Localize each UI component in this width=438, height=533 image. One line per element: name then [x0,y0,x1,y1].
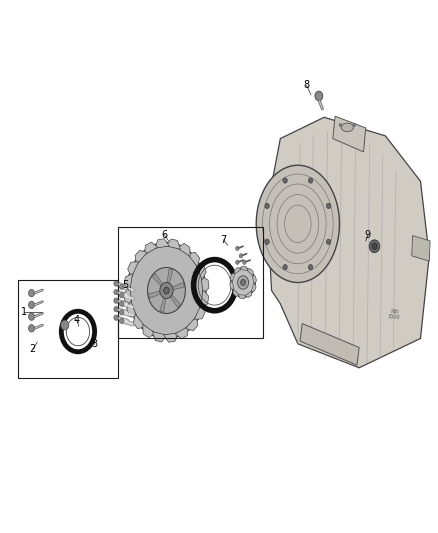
Polygon shape [143,325,155,337]
Polygon shape [187,252,200,267]
Text: 2: 2 [30,344,36,354]
Circle shape [114,306,118,312]
Text: 6: 6 [161,230,167,239]
Polygon shape [145,242,158,255]
Text: 1: 1 [21,307,27,317]
Circle shape [237,276,249,289]
Circle shape [120,284,124,289]
Circle shape [283,264,287,270]
Polygon shape [333,116,366,152]
Polygon shape [166,239,180,249]
Text: 3: 3 [91,339,97,349]
Text: 5: 5 [122,280,128,290]
Polygon shape [412,236,430,261]
Polygon shape [177,244,190,256]
Circle shape [240,279,246,286]
Text: 8: 8 [304,80,310,90]
Polygon shape [155,239,169,248]
Circle shape [315,91,323,101]
Circle shape [120,293,124,298]
Polygon shape [164,333,178,342]
Circle shape [148,268,185,313]
Circle shape [265,239,269,245]
Polygon shape [128,262,138,277]
Polygon shape [170,295,180,308]
Circle shape [28,289,35,297]
Circle shape [372,243,377,249]
Text: RBl
1500: RBl 1500 [388,309,401,320]
Polygon shape [230,280,234,290]
Polygon shape [196,264,206,280]
Text: 9: 9 [365,230,371,239]
Polygon shape [173,282,184,290]
Circle shape [236,246,239,251]
Polygon shape [148,291,160,298]
Circle shape [120,301,124,306]
Circle shape [130,246,203,335]
Text: 7: 7 [220,235,226,245]
Circle shape [28,301,35,309]
Circle shape [114,315,118,320]
Circle shape [283,178,287,183]
Polygon shape [152,273,162,286]
Circle shape [114,298,118,303]
Polygon shape [230,273,235,282]
Polygon shape [127,301,137,317]
Circle shape [265,203,269,208]
Circle shape [127,243,206,338]
Circle shape [326,203,331,208]
Polygon shape [124,287,132,305]
Polygon shape [124,273,133,291]
Circle shape [236,260,239,264]
Circle shape [308,178,313,183]
Polygon shape [234,268,241,274]
Circle shape [231,268,255,297]
Circle shape [61,320,69,330]
Circle shape [308,264,313,270]
Polygon shape [152,332,167,342]
Polygon shape [200,290,209,308]
Polygon shape [251,282,256,292]
Polygon shape [252,275,257,285]
Polygon shape [135,250,147,265]
Circle shape [326,239,331,245]
Polygon shape [194,304,205,319]
Polygon shape [167,269,173,283]
Polygon shape [238,295,246,299]
Polygon shape [267,117,429,368]
Circle shape [28,313,35,320]
Circle shape [369,240,380,253]
Circle shape [114,281,118,286]
Polygon shape [133,314,145,329]
Polygon shape [247,269,253,276]
Circle shape [243,260,246,264]
Text: 4: 4 [74,315,80,325]
Circle shape [120,318,124,324]
Polygon shape [245,290,252,297]
Circle shape [164,287,169,294]
Circle shape [239,254,243,258]
Ellipse shape [341,123,353,132]
Polygon shape [186,316,198,331]
Circle shape [160,282,173,298]
Polygon shape [300,324,359,365]
Circle shape [120,310,124,315]
Ellipse shape [256,165,339,282]
Polygon shape [160,298,166,312]
Polygon shape [240,266,248,270]
Circle shape [114,289,118,295]
Circle shape [28,325,35,332]
Polygon shape [175,326,188,339]
Circle shape [339,123,342,126]
Polygon shape [233,289,240,296]
Polygon shape [201,276,209,294]
Circle shape [353,123,356,126]
